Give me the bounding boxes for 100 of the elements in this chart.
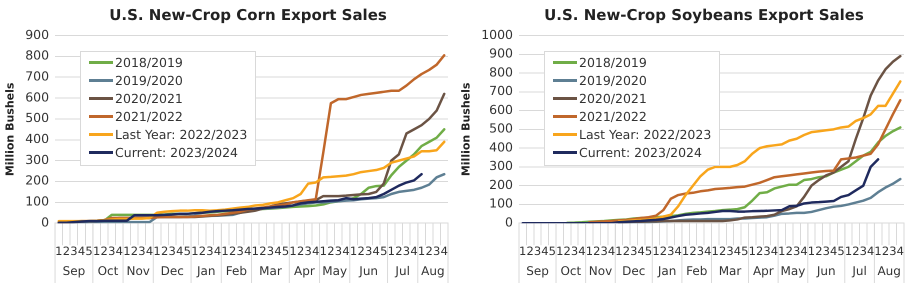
text: Jan <box>196 264 216 278</box>
x-tick-label: 2 <box>815 244 823 258</box>
x-tick-label: 1 <box>808 244 816 258</box>
text: Feb <box>686 264 708 278</box>
x-tick-label: 2 <box>395 244 403 258</box>
legend-label: Current: 2023/2024 <box>115 145 238 160</box>
x-tick-label: 4 <box>244 244 252 258</box>
y-tick-label: 1000 <box>481 26 514 42</box>
x-tick-label: 1 <box>652 244 660 258</box>
x-tick-label: 2 <box>357 244 365 258</box>
y-tick-label: 0 <box>505 214 514 230</box>
x-tick-label: 3 <box>138 244 146 258</box>
y-tick-label: 100 <box>489 196 514 211</box>
x-tick-label: 1 <box>221 244 229 258</box>
x-tick-label: 2 <box>425 244 433 258</box>
x-tick-label: 1 <box>615 244 623 258</box>
legend-label: 2019/2020 <box>579 73 647 88</box>
text: May <box>322 264 348 278</box>
x-tick-label: 4 <box>896 244 904 258</box>
x-tick-label: 1 <box>191 244 199 258</box>
x-tick-label: 1 <box>55 244 62 258</box>
x-tick-label: 5 <box>282 244 290 258</box>
y-tick-label: 200 <box>489 176 514 192</box>
y-axis-title: Million Bushels <box>459 82 472 176</box>
y-tick-label: 500 <box>25 110 50 126</box>
chart-title: U.S. New-Crop Soybeans Export Sales <box>543 6 865 24</box>
x-tick-label: 1 <box>682 244 690 258</box>
y-tick-label: 100 <box>25 194 50 209</box>
y-tick-label: 800 <box>489 64 514 80</box>
x-tick-label: 4 <box>176 244 184 258</box>
y-tick-label: 600 <box>25 89 50 104</box>
x-tick-label: 1 <box>519 244 526 258</box>
x-tick-label: 4 <box>578 244 586 258</box>
x-tick-label: 1 <box>388 244 395 258</box>
text: Apr <box>294 264 315 278</box>
x-tick-label: 5 <box>85 244 93 258</box>
x-tick-label: 2 <box>660 244 668 258</box>
x-tick-label: 1 <box>418 244 426 258</box>
text: Oct <box>98 264 119 278</box>
x-tick-label: 3 <box>433 244 440 258</box>
x-tick-label: 2 <box>259 244 267 258</box>
y-tick-label: 200 <box>25 172 50 188</box>
y-tick-label: 500 <box>489 120 514 136</box>
x-tick-label: 4 <box>541 244 549 258</box>
legend-label: Last Year: 2022/2023 <box>115 127 248 142</box>
x-tick-label: 3 <box>792 244 800 258</box>
x-tick-label: 2 <box>882 244 890 258</box>
x-tick-label: 1 <box>153 244 161 258</box>
x-tick-label: 3 <box>630 244 638 258</box>
y-tick-label: 900 <box>25 26 50 42</box>
x-tick-label: 1 <box>289 244 297 258</box>
legend-label: 2021/2022 <box>579 109 647 124</box>
x-tick-label: 2 <box>130 244 138 258</box>
x-tick-label: 4 <box>867 244 874 258</box>
y-tick-label: 300 <box>489 158 514 174</box>
x-tick-label: 1 <box>252 244 259 258</box>
x-tick-label: 3 <box>168 244 176 258</box>
x-tick-label: 5 <box>644 244 652 258</box>
text: Aug <box>877 264 901 278</box>
x-tick-label: 2 <box>622 244 630 258</box>
y-tick-label: 400 <box>489 139 514 154</box>
x-tick-label: 4 <box>638 244 645 258</box>
legend-label: 2018/2019 <box>579 55 647 70</box>
text: Mar <box>718 264 742 278</box>
x-tick-label: 2 <box>62 244 70 258</box>
x-tick-label: 2 <box>786 244 793 258</box>
x-tick-label: 4 <box>674 244 682 258</box>
x-tick-label: 1 <box>123 244 131 258</box>
x-tick-label: 3 <box>334 244 342 258</box>
x-tick-label: 5 <box>741 244 748 258</box>
x-tick-label: 3 <box>206 244 214 258</box>
x-tick-label: 1 <box>92 244 100 258</box>
x-tick-label: 1 <box>748 244 756 258</box>
x-tick-label: 4 <box>800 244 808 258</box>
y-tick-label: 700 <box>25 68 50 84</box>
x-tick-label: 1 <box>778 244 786 258</box>
x-tick-label: 3 <box>667 244 674 258</box>
legend-label: 2019/2020 <box>115 73 183 88</box>
text: Aug <box>421 264 445 278</box>
x-tick-label: 4 <box>608 244 616 258</box>
x-tick-label: 4 <box>770 244 778 258</box>
x-tick-label: 1 <box>586 244 594 258</box>
x-tick-label: 4 <box>342 244 350 258</box>
legend-label: Current: 2023/2024 <box>579 145 702 160</box>
x-tick-label: 4 <box>146 244 154 258</box>
text: Jul <box>394 264 410 278</box>
x-tick-label: 2 <box>593 244 600 258</box>
x-tick-label: 3 <box>266 244 274 258</box>
x-tick-label: 3 <box>763 244 771 258</box>
chart-title: U.S. New-Crop Corn Export Sales <box>108 6 388 24</box>
text: Sep <box>526 264 549 278</box>
x-tick-label: 4 <box>440 244 448 258</box>
x-tick-label: 4 <box>830 244 838 258</box>
x-tick-label: 4 <box>274 244 282 258</box>
x-tick-label: 3 <box>570 244 578 258</box>
legend-label: 2021/2022 <box>115 109 183 124</box>
text: Dec <box>160 264 184 278</box>
text: Jun <box>358 264 378 278</box>
x-tick-label: 3 <box>70 244 78 258</box>
text: Apr <box>752 264 774 278</box>
